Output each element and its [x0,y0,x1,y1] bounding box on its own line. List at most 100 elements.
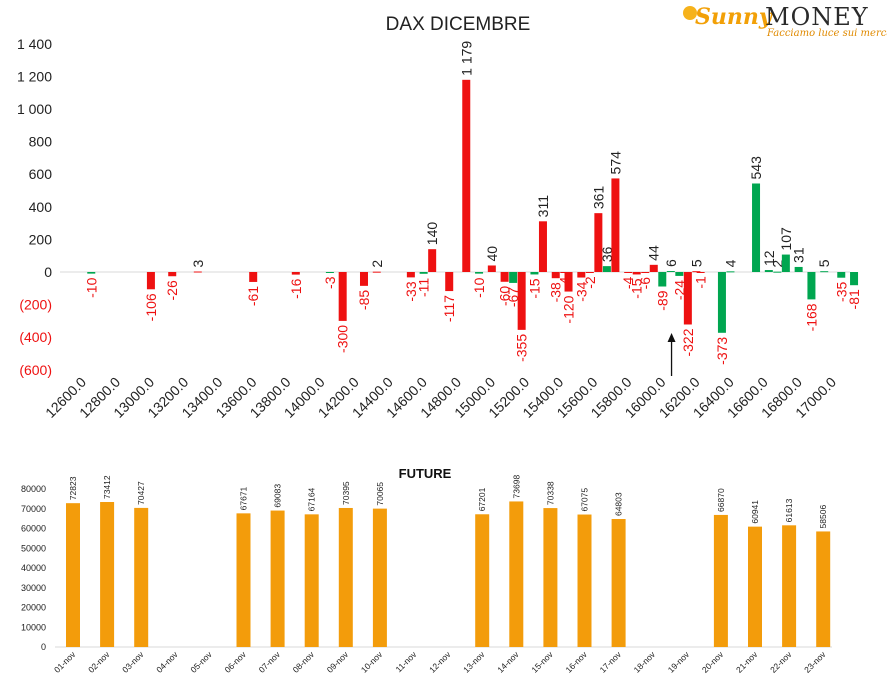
data-label: -26 [164,280,180,300]
bar [781,254,790,272]
future-data-label: 70065 [375,482,385,506]
future-y-tick-label: 60000 [21,524,46,534]
y-tick-label: (200) [19,297,52,313]
bar [692,271,701,273]
bar [764,270,773,272]
future-x-tick-label: 23-nov [802,649,828,675]
data-label: -120 [561,295,577,323]
bar [585,272,594,273]
y-tick-label: 200 [29,231,53,247]
future-bar [475,514,490,647]
chart-title: DAX DICEMBRE [386,14,531,35]
future-data-label: 70427 [136,481,146,505]
future-x-tick-label: 08-nov [291,649,317,675]
y-tick-label: 1 000 [17,101,52,117]
future-bar [66,503,80,647]
future-x-tick-label: 13-nov [461,649,487,675]
bar [666,271,675,273]
data-label: -11 [416,278,432,297]
bar [500,272,509,282]
future-data-label: 67201 [477,487,487,511]
bar [338,272,347,321]
future-bar [782,525,797,647]
data-label: 543 [748,156,764,180]
future-y-tick-label: 30000 [21,583,46,593]
bar [168,272,177,277]
logo-tagline: Facciamo luce sui mercati [767,28,887,39]
future-x-tick-label: 20-nov [700,649,726,675]
data-label: -6 [637,277,653,290]
data-label: -85 [356,290,372,310]
future-data-label: 61613 [784,498,794,522]
logo-brand-left: Sunny [695,4,772,30]
future-x-tick-label: 07-nov [257,649,283,675]
y-tick-label: 0 [44,264,52,280]
bar [726,271,735,273]
bar [717,272,726,333]
bar [794,266,803,272]
future-y-tick-label: 70000 [21,504,46,514]
bar [649,264,658,272]
y-tick-label: 1 200 [17,68,52,84]
data-label: 140 [424,222,440,246]
data-label: 3 [190,260,206,268]
future-bar [134,507,149,647]
future-x-tick-label: 02-nov [86,649,112,675]
bar [325,272,334,273]
bar [475,272,484,274]
bar [419,272,428,274]
bar [624,272,633,273]
future-volume-chart: FUTURE 0 10000 20000 30000 40000 50000 60000 700… [21,466,832,675]
data-label: -81 [846,289,862,309]
logo-brand-right: MONEY [765,3,869,31]
data-label: 4 [722,259,738,267]
future-x-tick-label: 10-nov [359,649,385,675]
y-tick-label: 1 400 [17,36,52,52]
future-x-tick-label: 05-nov [188,649,214,675]
y-tick-label: 600 [29,166,53,182]
bar [773,271,782,273]
data-label: -60 [497,286,513,306]
future-data-label: 64803 [614,492,624,516]
data-label: 107 [778,227,794,251]
data-label: 361 [590,186,606,210]
data-label: -168 [803,303,819,331]
future-data-label: 67164 [307,487,317,511]
future-bar [100,502,115,647]
data-label: -10 [83,277,99,297]
future-x-tick-label: 16-nov [563,649,589,675]
future-bar [236,513,251,647]
bar [850,272,859,286]
sunny-money-logo: Sunny MONEY Facciamo luce sui mercati [683,2,887,42]
bar [372,271,381,273]
data-label: -67 [505,287,521,307]
data-label: 36 [599,246,615,262]
data-label: -117 [441,295,457,322]
y-tick-label: 800 [29,134,53,150]
bar [193,271,202,273]
future-x-tick-label: 04-nov [154,649,180,675]
future-data-label: 67671 [239,486,249,510]
bar [611,178,620,272]
bar [146,272,155,290]
future-x-tick-label: 19-nov [666,649,692,675]
bar [551,272,560,279]
bar [837,272,846,278]
future-bar [372,508,387,647]
data-label: 5 [816,259,832,267]
future-x-tick-label: 06-nov [222,649,248,675]
data-label: 6 [663,259,679,267]
bar [683,272,692,325]
bar [560,272,569,273]
data-label: -1 [693,276,709,289]
future-x-tick-label: 09-nov [325,649,351,675]
future-y-tick-label: 40000 [21,563,46,573]
bar [820,271,829,273]
bar [752,183,761,272]
data-label: -33 [403,281,419,301]
data-label: 44 [646,245,662,261]
data-label: -10 [471,277,487,297]
bar [509,272,518,283]
bar [445,272,454,292]
bar [291,272,300,275]
